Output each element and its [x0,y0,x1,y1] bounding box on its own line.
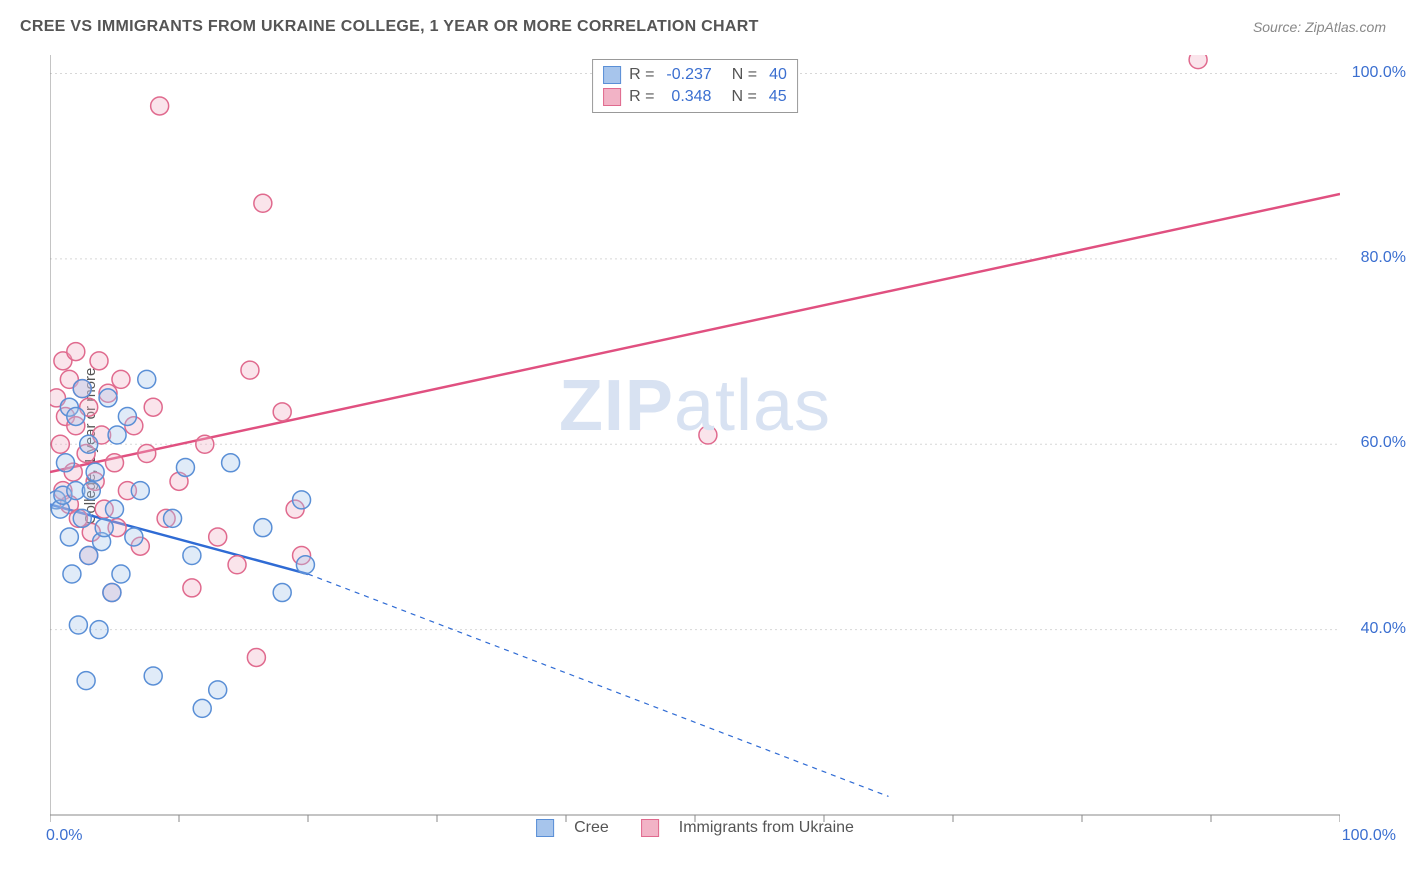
legend-swatch-ukraine [603,88,621,106]
correlation-legend: R = -0.237 N = 40 R = 0.348 N = 45 [592,59,798,113]
y-tick-label: 80.0% [1361,249,1406,267]
legend-r-value-ukraine: 0.348 [671,88,711,106]
chart-area: ZIPatlas R = -0.237 N = 40 R = 0.348 N =… [50,55,1340,835]
legend-label-ukraine: Immigrants from Ukraine [679,819,854,837]
legend-r-value-cree: -0.237 [666,66,711,84]
chart-header: CREE VS IMMIGRANTS FROM UKRAINE COLLEGE,… [20,18,1386,36]
legend-swatch-cree [603,66,621,84]
legend-r-label: R = [629,88,654,106]
y-tick-label: 40.0% [1361,620,1406,638]
legend-n-label: N = [731,88,756,106]
chart-title: CREE VS IMMIGRANTS FROM UKRAINE COLLEGE,… [20,18,759,36]
y-tick-label: 100.0% [1352,64,1406,82]
legend-r-label: R = [629,66,654,84]
legend-swatch-cree [536,819,554,837]
legend-label-cree: Cree [574,819,609,837]
x-tick-label: 100.0% [1342,827,1396,845]
legend-n-value-ukraine: 45 [769,88,787,106]
series-legend: Cree Immigrants from Ukraine [536,819,854,837]
legend-n-label: N = [732,66,757,84]
y-tick-label: 60.0% [1361,434,1406,452]
legend-n-value-cree: 40 [769,66,787,84]
chart-source: Source: ZipAtlas.com [1253,19,1386,35]
legend-row-ukraine: R = 0.348 N = 45 [603,86,787,108]
scatter-plot-svg [50,55,1340,835]
x-tick-label: 0.0% [46,827,82,845]
legend-swatch-ukraine [641,819,659,837]
legend-row-cree: R = -0.237 N = 40 [603,64,787,86]
